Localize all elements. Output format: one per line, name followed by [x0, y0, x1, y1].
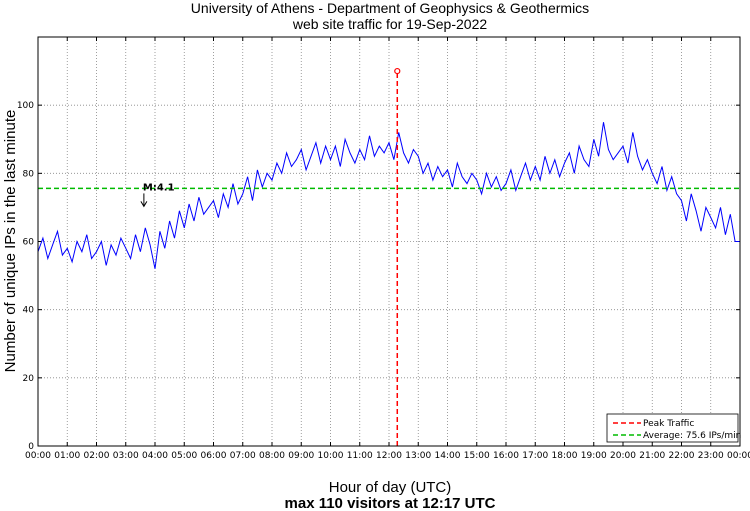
x-tick-label: 22:00 [669, 451, 695, 461]
x-tick-label: 15:00 [464, 451, 490, 461]
traffic-series-line [37, 122, 740, 269]
x-tick-label: 23:00 [698, 451, 724, 461]
x-tick-label: 20:00 [610, 451, 636, 461]
y-tick-label: 100 [17, 101, 34, 111]
x-tick-label: 21:00 [639, 451, 665, 461]
legend-box [606, 413, 739, 443]
y-axis-label: Number of unique IPs in the last minute [2, 110, 19, 373]
x-tick-label: 13:00 [405, 451, 431, 461]
legend: Peak Traffic Average: 75.6 IPs/min [606, 413, 741, 443]
x-tick-label: 17:00 [522, 451, 548, 461]
y-tick-label: 0 [28, 442, 34, 452]
x-tick-label: 06:00 [201, 451, 227, 461]
grid [37, 37, 741, 447]
x-tick-label: 11:00 [347, 451, 373, 461]
x-tick-label: 14:00 [435, 451, 461, 461]
x-tick-label: 12:00 [376, 451, 402, 461]
peak-marker [394, 67, 401, 75]
chart-title-line2: web site traffic for 19-Sep-2022 [292, 16, 488, 32]
legend-average-label: Average: 75.6 IPs/min [643, 431, 741, 441]
x-tick-label: 03:00 [113, 451, 139, 461]
plot-frame [37, 36, 741, 447]
y-tick-label: 40 [23, 306, 35, 316]
x-tick-label: 01:00 [54, 451, 80, 461]
x-tick-label: 18:00 [552, 451, 578, 461]
legend-peak-label: Peak Traffic [643, 419, 694, 429]
y-tick-label: 60 [23, 238, 35, 248]
tick-labels: 00:00 01:00 02:00 03:00 04:00 05:00 06:00 07:00… [17, 101, 750, 461]
y-tick-label: 20 [23, 374, 35, 384]
x-tick-label: 02:00 [84, 451, 110, 461]
x-tick-label: 00:00 [727, 451, 750, 461]
x-tick-label: 08:00 [259, 451, 285, 461]
x-tick-label: 19:00 [581, 451, 607, 461]
x-tick-label: 09:00 [288, 451, 314, 461]
x-axis-label: Hour of day (UTC) [329, 479, 452, 496]
x-tick-label: 16:00 [493, 451, 519, 461]
x-tick-label: 05:00 [171, 451, 197, 461]
y-tick-label: 80 [23, 169, 35, 179]
x-tick-label: 07:00 [230, 451, 256, 461]
x-axis-sublabel: max 110 visitors at 12:17 UTC [285, 495, 496, 511]
x-tick-label: 04:00 [142, 451, 168, 461]
annotation-arrow-head [140, 201, 148, 208]
chart-title-line1: University of Athens - Department of Geo… [191, 0, 589, 16]
series-layer: M:4.1 [37, 67, 740, 446]
x-tick-label: 10:00 [318, 451, 344, 461]
x-tick-label: 00:00 [25, 451, 51, 461]
annotation-label: M:4.1 [143, 182, 175, 193]
